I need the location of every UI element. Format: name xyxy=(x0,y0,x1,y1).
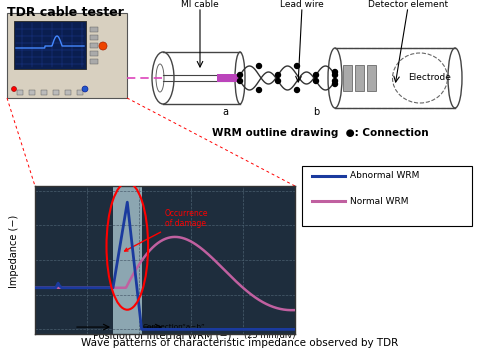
Text: Impedance (−): Impedance (−) xyxy=(9,214,19,288)
Text: Position of internal WRM (−): Position of internal WRM (−) xyxy=(93,330,231,340)
Bar xyxy=(90,51,98,56)
Text: Lead wire: Lead wire xyxy=(280,0,324,9)
Circle shape xyxy=(333,79,337,84)
Circle shape xyxy=(333,82,337,87)
Bar xyxy=(29,90,35,95)
Bar xyxy=(41,90,47,95)
Text: Detector element: Detector element xyxy=(368,0,448,9)
Circle shape xyxy=(313,73,319,78)
Bar xyxy=(355,65,364,91)
Circle shape xyxy=(276,73,280,78)
Bar xyxy=(113,186,142,334)
Bar xyxy=(65,90,71,95)
Text: Electrode: Electrode xyxy=(408,73,451,83)
Circle shape xyxy=(99,42,107,50)
Circle shape xyxy=(313,79,319,84)
Circle shape xyxy=(238,79,242,84)
Bar xyxy=(335,48,455,108)
Circle shape xyxy=(256,63,262,68)
Circle shape xyxy=(333,73,337,78)
Text: Wave patterns of characteristic impedance observed by TDR: Wave patterns of characteristic impedanc… xyxy=(82,338,398,348)
Text: b: b xyxy=(313,107,319,117)
Text: a: a xyxy=(222,107,228,117)
Circle shape xyxy=(238,73,242,78)
Text: Occurrence
of damage: Occurrence of damage xyxy=(125,209,208,251)
Ellipse shape xyxy=(152,52,174,104)
Circle shape xyxy=(295,88,300,93)
Text: TDR cable tester: TDR cable tester xyxy=(7,6,124,19)
Bar xyxy=(90,59,98,64)
Ellipse shape xyxy=(448,48,462,108)
Text: Normal WRM: Normal WRM xyxy=(350,197,408,205)
Bar xyxy=(367,65,376,91)
Bar xyxy=(7,13,127,98)
Text: Connection“a~b”: Connection“a~b” xyxy=(143,324,205,330)
Circle shape xyxy=(256,88,262,93)
Text: (25 mm/div): (25 mm/div) xyxy=(244,331,296,340)
Bar xyxy=(90,43,98,48)
Text: WRM outline drawing  ●: Connection: WRM outline drawing ●: Connection xyxy=(212,128,428,138)
Bar xyxy=(343,65,352,91)
Bar xyxy=(302,166,472,226)
Bar xyxy=(53,90,59,95)
Ellipse shape xyxy=(328,48,342,108)
Bar xyxy=(77,90,83,95)
Bar xyxy=(14,21,86,69)
Text: Abnormal WRM: Abnormal WRM xyxy=(350,172,420,180)
Ellipse shape xyxy=(156,64,164,92)
Bar xyxy=(217,74,239,82)
Circle shape xyxy=(333,69,337,74)
Circle shape xyxy=(12,87,16,91)
Bar xyxy=(17,90,23,95)
Bar xyxy=(90,27,98,32)
Circle shape xyxy=(295,63,300,68)
Ellipse shape xyxy=(235,52,245,104)
Circle shape xyxy=(276,79,280,84)
Bar xyxy=(90,35,98,40)
Text: MI cable: MI cable xyxy=(181,0,219,9)
Circle shape xyxy=(82,86,88,92)
